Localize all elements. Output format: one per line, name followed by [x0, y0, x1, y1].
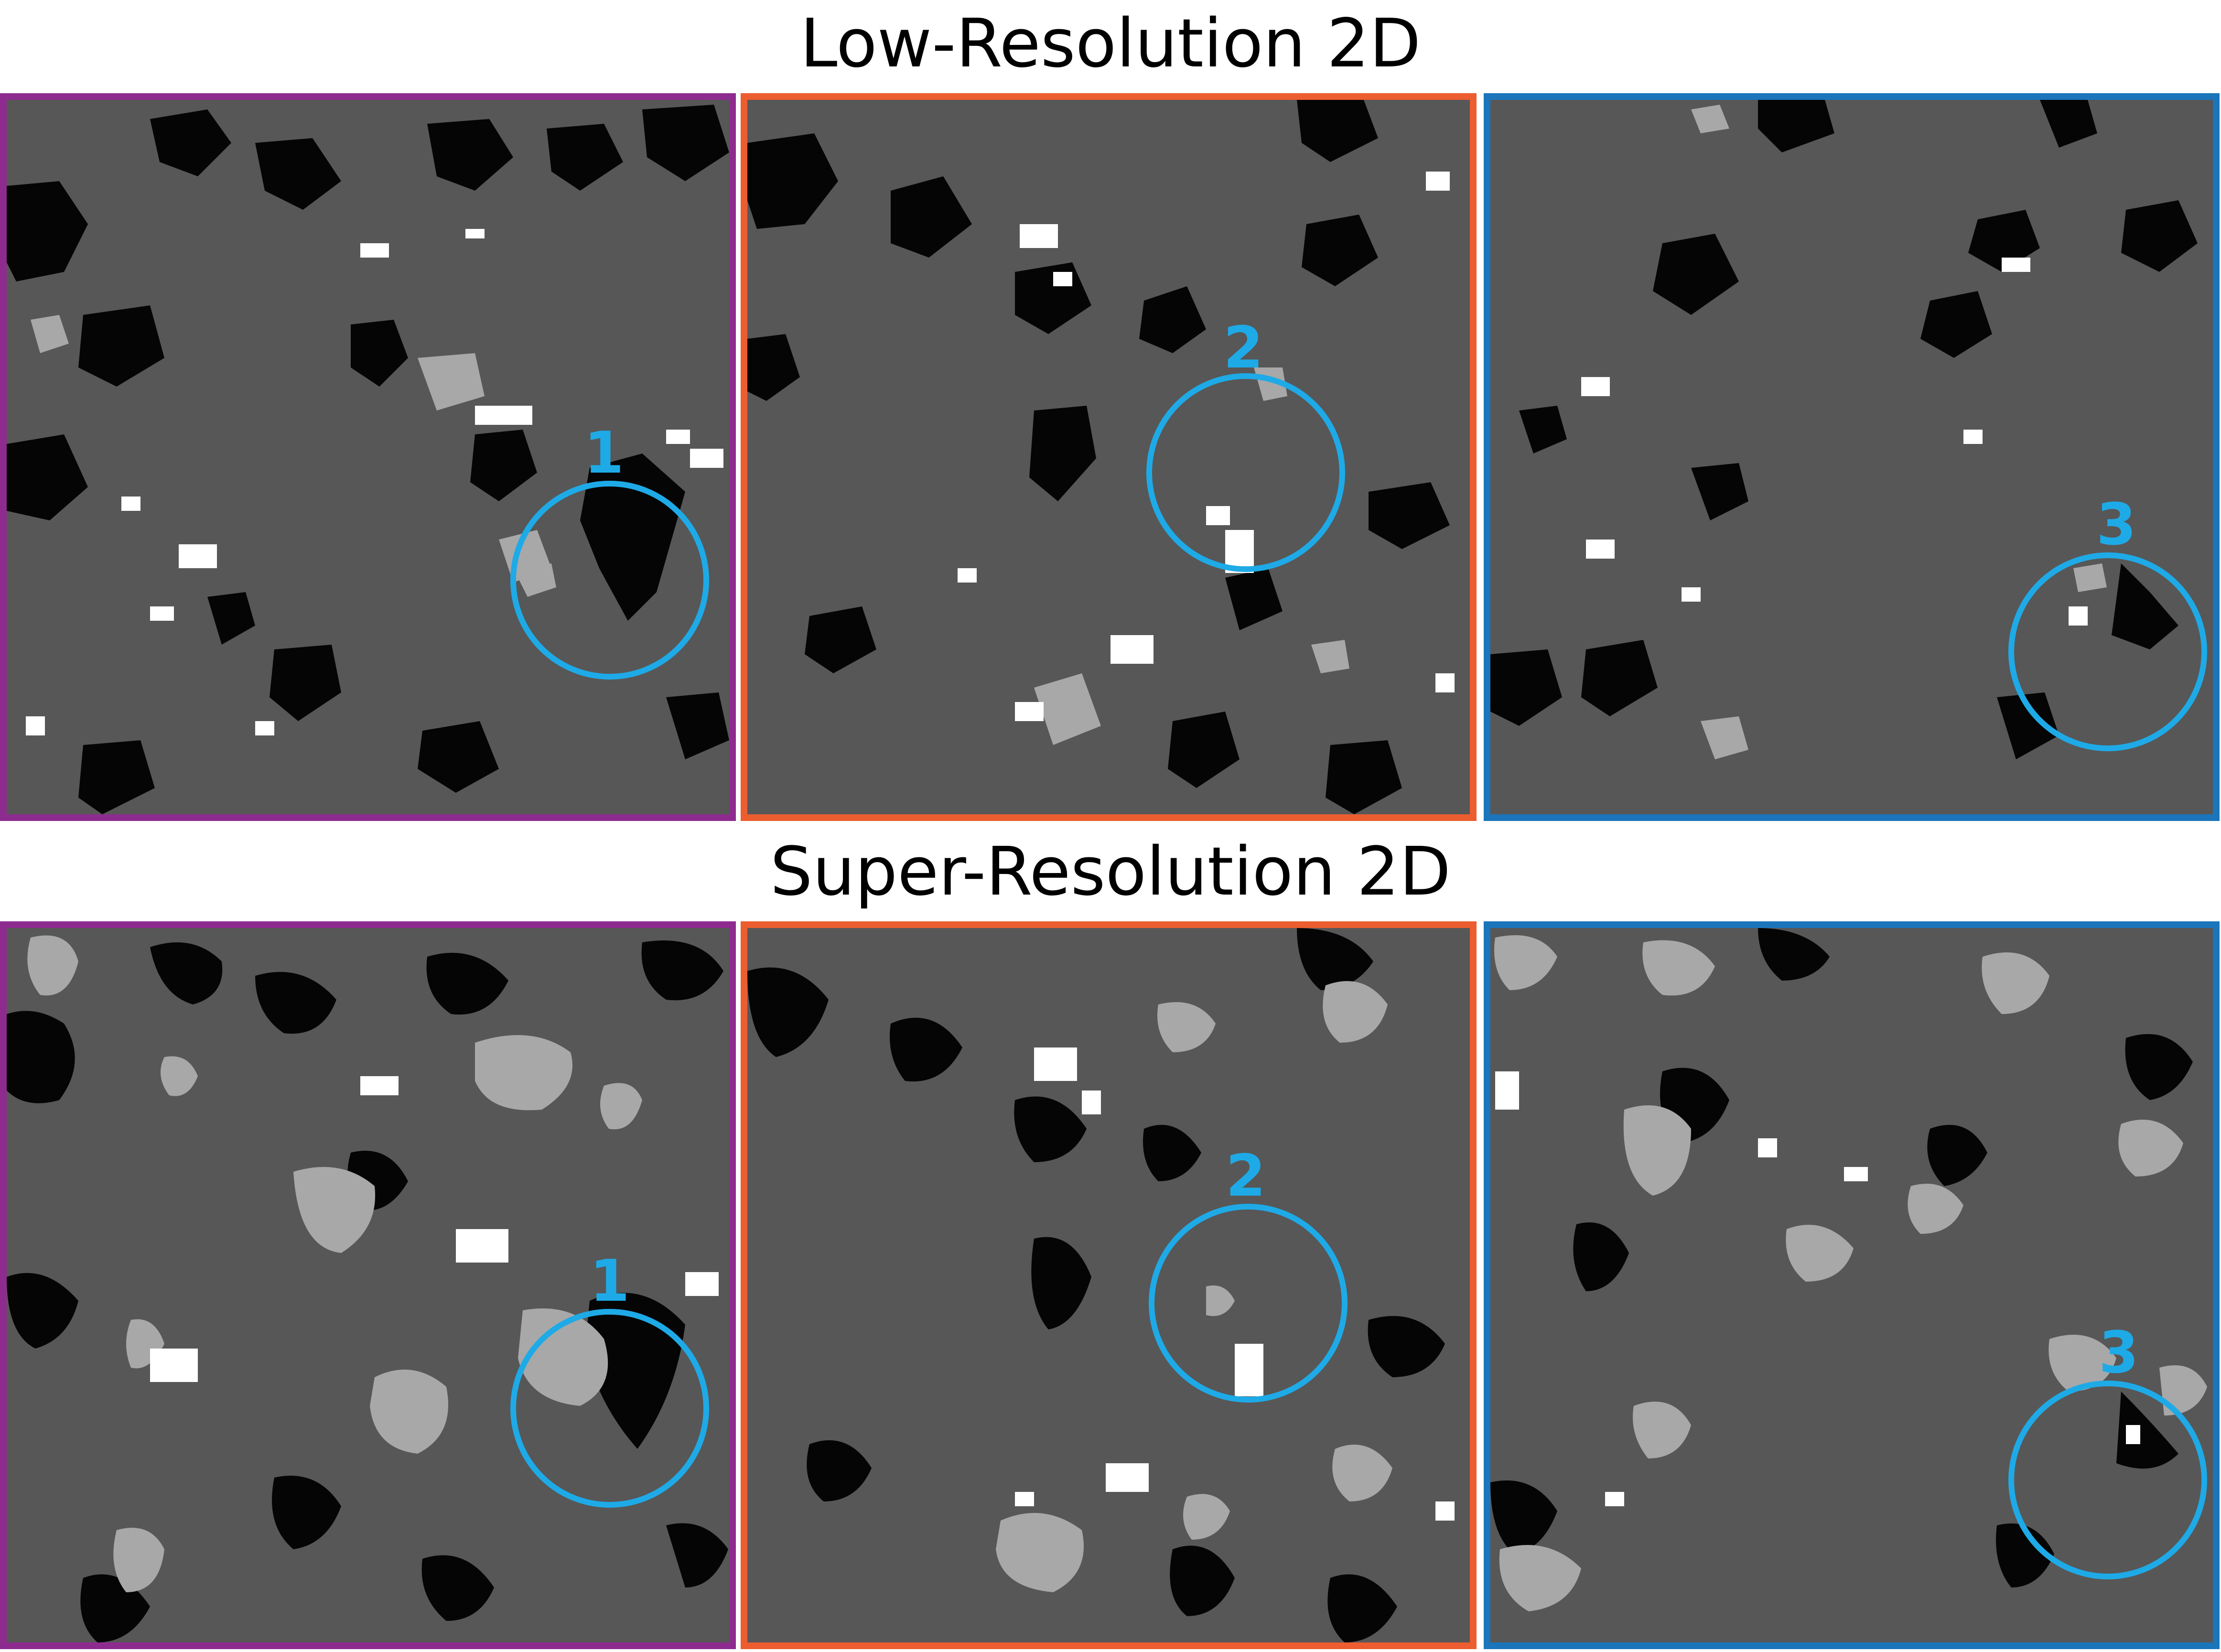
segmentation-image-super-2: 2 — [747, 928, 1470, 1642]
low-resolution-panel-1: 1 — [0, 93, 736, 821]
super-resolution-panel-3: 3 — [1484, 921, 2220, 1649]
segmentation-image-low-2: 2 — [747, 100, 1470, 814]
super-resolution-title: Super-Resolution 2D — [770, 833, 1451, 911]
marker-1-label-super: 1 — [590, 1248, 630, 1315]
segmentation-image-super-1: 1 — [7, 928, 729, 1642]
low-resolution-title: Low-Resolution 2D — [800, 5, 1421, 83]
segmentation-image-super-3: 3 — [1490, 928, 2213, 1642]
low-resolution-panel-2: 2 — [741, 93, 1477, 821]
marker-2-label: 2 — [1223, 315, 1263, 381]
super-resolution-panel-1: 1 — [0, 921, 736, 1649]
marker-3-label-super: 3 — [2099, 1320, 2139, 1386]
super-resolution-panel-2: 2 — [741, 921, 1477, 1649]
marker-3-label: 3 — [2096, 492, 2136, 558]
marker-2-label-super: 2 — [1226, 1143, 1266, 1209]
marker-1-label: 1 — [584, 420, 624, 486]
segmentation-image-low-1: 1 — [7, 100, 729, 814]
segmentation-image-low-3: 3 — [1490, 100, 2213, 814]
low-resolution-panel-3: 3 — [1484, 93, 2220, 821]
